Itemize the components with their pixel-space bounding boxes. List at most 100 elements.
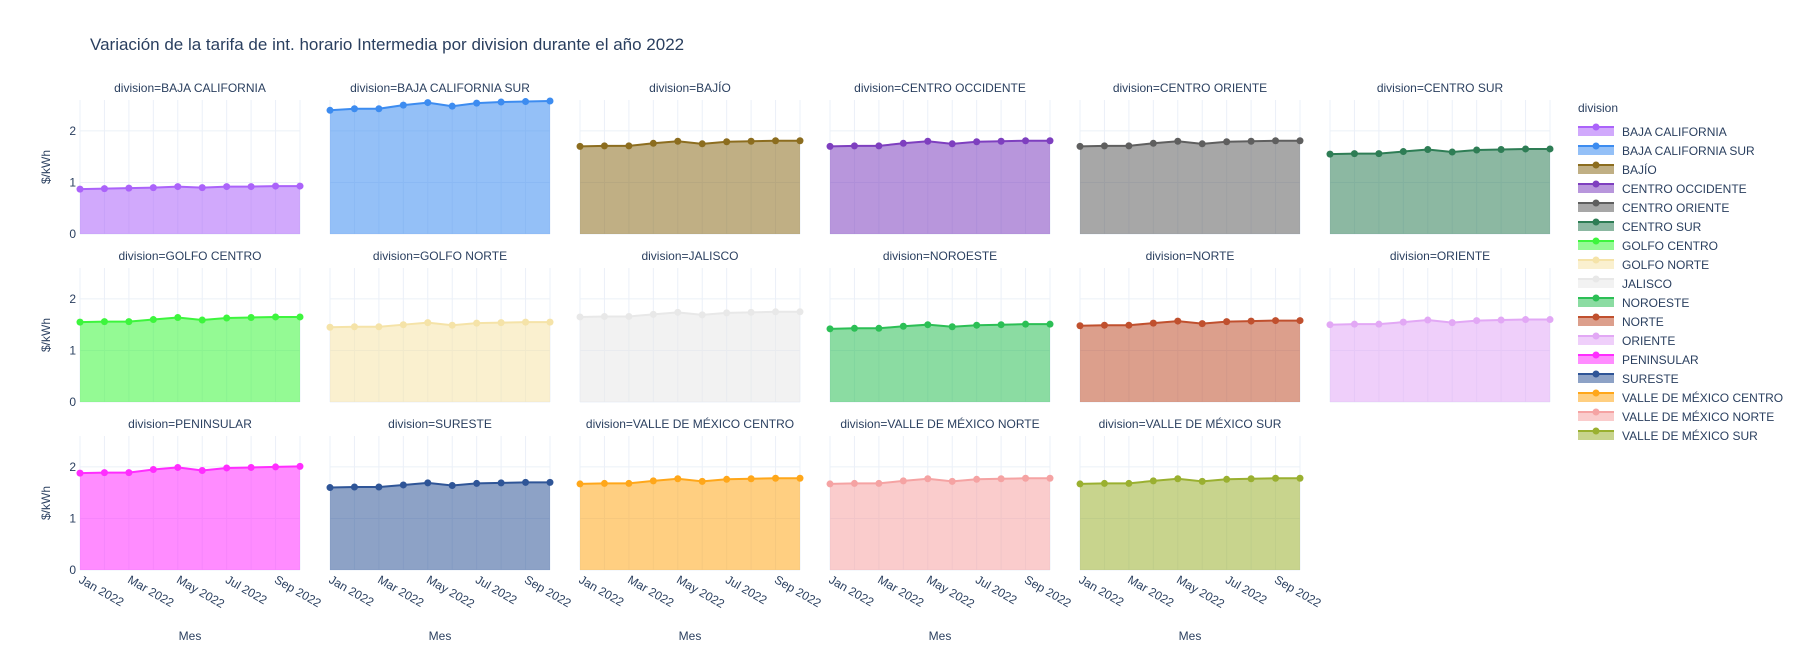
data-point[interactable] xyxy=(1125,479,1133,487)
data-point[interactable] xyxy=(296,462,304,470)
data-point[interactable] xyxy=(649,477,657,485)
data-point[interactable] xyxy=(1100,479,1108,487)
data-point[interactable] xyxy=(997,475,1005,483)
data-point[interactable] xyxy=(350,483,358,491)
data-point[interactable] xyxy=(1174,137,1182,145)
data-point[interactable] xyxy=(1247,137,1255,145)
data-point[interactable] xyxy=(973,321,981,329)
data-point[interactable] xyxy=(448,321,456,329)
data-point[interactable] xyxy=(948,477,956,485)
data-point[interactable] xyxy=(296,182,304,190)
data-point[interactable] xyxy=(674,308,682,316)
legend-item[interactable]: BAJÍO xyxy=(1578,161,1657,178)
data-point[interactable] xyxy=(326,323,334,331)
data-point[interactable] xyxy=(1174,475,1182,483)
data-point[interactable] xyxy=(272,313,280,321)
data-point[interactable] xyxy=(625,312,633,320)
legend-item[interactable]: VALLE DE MÉXICO SUR xyxy=(1578,427,1758,444)
data-point[interactable] xyxy=(723,475,731,483)
data-point[interactable] xyxy=(674,475,682,483)
data-point[interactable] xyxy=(399,481,407,489)
data-point[interactable] xyxy=(899,477,907,485)
data-point[interactable] xyxy=(1149,477,1157,485)
data-point[interactable] xyxy=(296,313,304,321)
data-point[interactable] xyxy=(1546,145,1554,153)
data-point[interactable] xyxy=(600,142,608,150)
data-point[interactable] xyxy=(272,463,280,471)
data-point[interactable] xyxy=(1247,475,1255,483)
data-point[interactable] xyxy=(1076,142,1084,150)
data-point[interactable] xyxy=(125,318,133,326)
legend-item[interactable]: JALISCO xyxy=(1578,275,1672,292)
legend-item[interactable]: CENTRO OCCIDENTE xyxy=(1578,180,1747,197)
data-point[interactable] xyxy=(674,137,682,145)
data-point[interactable] xyxy=(1022,320,1030,328)
data-point[interactable] xyxy=(649,139,657,147)
data-point[interactable] xyxy=(1272,317,1280,325)
data-point[interactable] xyxy=(1350,320,1358,328)
data-point[interactable] xyxy=(576,313,584,321)
data-point[interactable] xyxy=(1149,139,1157,147)
data-point[interactable] xyxy=(772,308,780,316)
legend-item[interactable]: SURESTE xyxy=(1578,370,1679,387)
data-point[interactable] xyxy=(747,308,755,316)
data-point[interactable] xyxy=(875,479,883,487)
data-point[interactable] xyxy=(149,184,157,192)
data-point[interactable] xyxy=(1022,137,1030,145)
data-point[interactable] xyxy=(899,322,907,330)
data-point[interactable] xyxy=(1247,317,1255,325)
data-point[interactable] xyxy=(1022,474,1030,482)
data-point[interactable] xyxy=(522,98,530,106)
data-point[interactable] xyxy=(1223,475,1231,483)
data-point[interactable] xyxy=(1424,316,1432,324)
data-point[interactable] xyxy=(924,321,932,329)
data-point[interactable] xyxy=(899,139,907,147)
data-point[interactable] xyxy=(546,97,554,105)
data-point[interactable] xyxy=(948,323,956,331)
data-point[interactable] xyxy=(1399,148,1407,156)
data-point[interactable] xyxy=(497,479,505,487)
data-point[interactable] xyxy=(223,314,231,322)
data-point[interactable] xyxy=(100,318,108,326)
data-point[interactable] xyxy=(723,138,731,146)
data-point[interactable] xyxy=(174,183,182,191)
data-point[interactable] xyxy=(76,469,84,477)
data-point[interactable] xyxy=(399,321,407,329)
data-point[interactable] xyxy=(698,311,706,319)
data-point[interactable] xyxy=(375,483,383,491)
data-point[interactable] xyxy=(1046,474,1054,482)
data-point[interactable] xyxy=(522,478,530,486)
data-point[interactable] xyxy=(826,325,834,333)
data-point[interactable] xyxy=(723,309,731,317)
data-point[interactable] xyxy=(772,137,780,145)
data-point[interactable] xyxy=(1223,138,1231,146)
data-point[interactable] xyxy=(875,142,883,150)
legend-item[interactable]: GOLFO CENTRO xyxy=(1578,237,1718,254)
data-point[interactable] xyxy=(375,105,383,113)
data-point[interactable] xyxy=(1223,318,1231,326)
data-point[interactable] xyxy=(100,469,108,477)
data-point[interactable] xyxy=(198,316,206,324)
data-point[interactable] xyxy=(973,475,981,483)
data-point[interactable] xyxy=(448,481,456,489)
data-point[interactable] xyxy=(850,479,858,487)
data-point[interactable] xyxy=(600,479,608,487)
legend-item[interactable]: CENTRO ORIENTE xyxy=(1578,199,1729,216)
data-point[interactable] xyxy=(247,313,255,321)
data-point[interactable] xyxy=(1326,321,1334,329)
data-point[interactable] xyxy=(546,478,554,486)
data-point[interactable] xyxy=(1198,477,1206,485)
data-point[interactable] xyxy=(747,475,755,483)
data-point[interactable] xyxy=(997,321,1005,329)
data-point[interactable] xyxy=(546,318,554,326)
data-point[interactable] xyxy=(973,138,981,146)
data-point[interactable] xyxy=(1272,474,1280,482)
data-point[interactable] xyxy=(1125,321,1133,329)
data-point[interactable] xyxy=(76,185,84,193)
data-point[interactable] xyxy=(1375,320,1383,328)
data-point[interactable] xyxy=(1296,137,1304,145)
legend-item[interactable]: GOLFO NORTE xyxy=(1578,256,1709,273)
data-point[interactable] xyxy=(1399,318,1407,326)
legend-item[interactable]: VALLE DE MÉXICO CENTRO xyxy=(1578,389,1783,406)
data-point[interactable] xyxy=(1046,320,1054,328)
